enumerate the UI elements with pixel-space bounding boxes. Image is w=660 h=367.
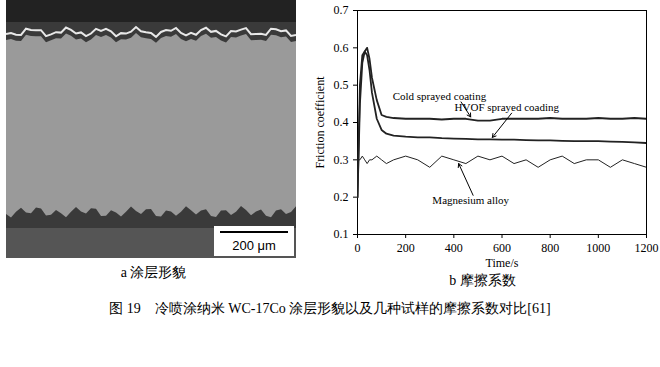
svg-text:0.6: 0.6 (334, 41, 349, 55)
svg-text:200: 200 (397, 241, 415, 255)
svg-text:0.7: 0.7 (334, 3, 349, 17)
svg-text:1200: 1200 (635, 241, 659, 255)
svg-text:0: 0 (355, 241, 361, 255)
svg-text:0.1: 0.1 (334, 227, 349, 241)
svg-text:800: 800 (541, 241, 559, 255)
svg-text:HVOF sprayed coading: HVOF sprayed coading (455, 101, 560, 113)
svg-text:200 μm: 200 μm (232, 238, 276, 253)
svg-text:0.3: 0.3 (334, 153, 349, 167)
html-text:图 19 冷喷涂纳米 WC-17Co 涂层形貌以及几种试样的: 图 19 冷喷涂纳米 WC-17Co 涂层形貌以及几种试样的摩擦系数对比[61] (109, 301, 551, 316)
svg-text:400: 400 (445, 241, 463, 255)
svg-text:Cold sprayed coating: Cold sprayed coating (393, 90, 487, 102)
svg-text:0.5: 0.5 (334, 78, 349, 92)
svg-text:0.4: 0.4 (334, 115, 349, 129)
svg-text:600: 600 (493, 241, 511, 255)
svg-text:Time/s: Time/s (486, 256, 519, 270)
svg-text:0.2: 0.2 (334, 190, 349, 204)
html-text:b 摩擦系数: b 摩擦系数 (449, 273, 516, 288)
svg-text:Magnesium alloy: Magnesium alloy (432, 194, 509, 206)
html-text:a 涂层形貌: a 涂层形貌 (120, 265, 187, 280)
svg-text:Friction coefficient: Friction coefficient (313, 76, 327, 169)
svg-text:1000: 1000 (586, 241, 610, 255)
